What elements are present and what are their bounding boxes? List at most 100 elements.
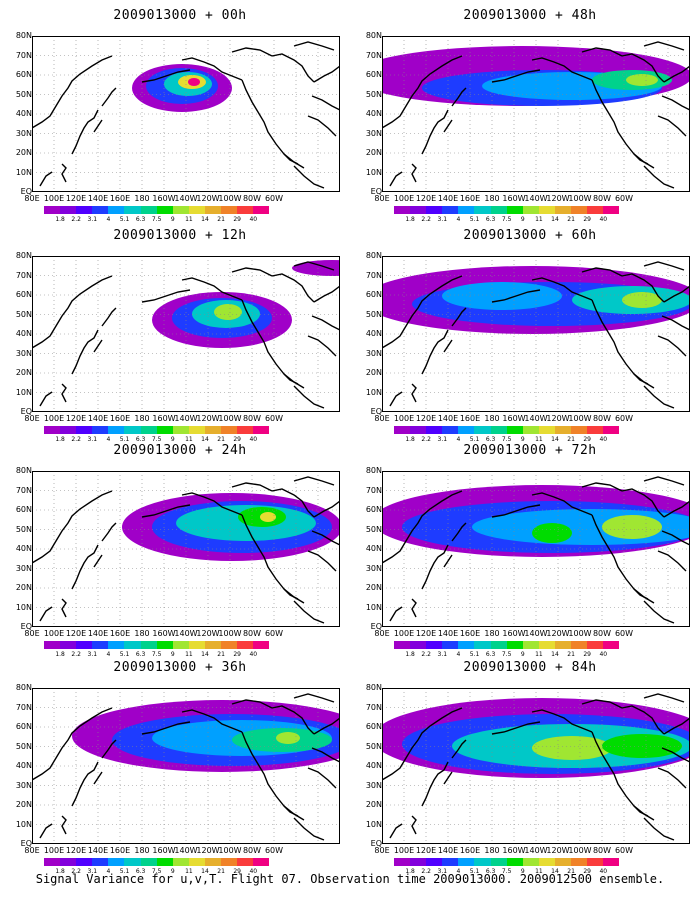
- colorbar-swatch: [522, 426, 539, 434]
- longitude-label: 100E: [393, 846, 415, 855]
- map-frame: [382, 688, 690, 844]
- colorbar-swatch: [60, 641, 77, 649]
- map-frame: [382, 36, 690, 192]
- coastline: [663, 65, 690, 83]
- coastline: [389, 606, 403, 622]
- colorbar-swatch: [522, 206, 539, 214]
- colorbar-tick-label: 1.8: [55, 868, 65, 875]
- coastline: [181, 57, 243, 81]
- latitude-label: 50N: [15, 309, 32, 319]
- latitude-label: 80N: [15, 683, 32, 692]
- latitude-label: 70N: [365, 270, 382, 280]
- longitude-label: 80E: [24, 194, 40, 203]
- colorbar-tick-label: 29: [583, 651, 592, 658]
- colorbar-labels: 1.8 2.2 3.1 4 5.1 6.3 7.5 9 11 14 21 29 40: [394, 868, 656, 876]
- colorbar-swatch: [188, 206, 205, 214]
- latitude-label: 60N: [15, 290, 32, 299]
- colorbar-swatch: [221, 858, 238, 866]
- latitude-label: 40N: [15, 544, 32, 553]
- latitude-label: EQ: [20, 407, 32, 416]
- latitude-label: 60N: [15, 70, 32, 79]
- panel-title: 2009013000 + 24h: [113, 443, 247, 458]
- colorbar-swatch: [522, 641, 539, 649]
- coastline: [71, 109, 99, 155]
- colorbar-tick-label: 4: [106, 868, 111, 875]
- latitude-label: EQ: [370, 407, 382, 416]
- coastline: [241, 731, 305, 821]
- coastline: [293, 261, 335, 271]
- coastline: [39, 606, 53, 622]
- colorbar-tick-label: 14: [551, 216, 559, 223]
- colorbar-tick-label: 14: [551, 651, 559, 658]
- longitude-label: 160W: [502, 414, 526, 423]
- colorbar-tick-label: 3.1: [87, 436, 98, 443]
- colorbar-swatch: [603, 858, 620, 866]
- coastline: [311, 747, 340, 763]
- coastline: [283, 805, 299, 817]
- longitude-label: 160E: [109, 414, 131, 423]
- colorbar-labels: 1.8 2.2 3.1 4 5.1 6.3 7.5 9 11 14 21 29 40: [394, 651, 656, 659]
- longitude-label: 140W: [174, 629, 198, 638]
- longitude-label: 80E: [374, 846, 390, 855]
- variance-shading: [442, 282, 562, 310]
- longitude-label: 100W: [568, 846, 592, 855]
- coastline: [643, 817, 675, 841]
- colorbar-tick-label: 2.2: [71, 436, 81, 443]
- colorbar-swatch: [490, 858, 507, 866]
- colorbar-tick-label: 4: [106, 216, 111, 223]
- colorbar-swatch: [172, 206, 189, 214]
- colorbar-swatch: [237, 426, 254, 434]
- latitude-label: 30N: [365, 128, 382, 138]
- latitude-label: 20N: [365, 148, 382, 157]
- colorbar-tick-label: 21: [217, 436, 225, 443]
- colorbar-tick-label: 2.2: [71, 216, 81, 223]
- coastline: [451, 87, 467, 107]
- colorbar-tick-label: 6.3: [485, 651, 496, 658]
- coastline: [411, 598, 417, 618]
- longitude-label: 80W: [592, 414, 612, 423]
- colorbar-tick-label: 7.5: [501, 216, 512, 223]
- colorbar-labels: 1.8 2.2 3.1 4 5.1 6.3 7.5 9 11 14 21 29 40: [44, 216, 306, 224]
- colorbar-tick-label: 6.3: [485, 868, 496, 875]
- longitude-label: 180: [134, 194, 150, 203]
- longitude-label: 100E: [43, 194, 65, 203]
- latitude-label: 10N: [365, 819, 382, 829]
- coastline: [313, 717, 340, 735]
- colorbar-tick-label: 14: [201, 216, 209, 223]
- panel-title: 2009013000 + 36h: [113, 660, 247, 675]
- longitude-label: 180: [134, 846, 150, 855]
- coastline: [311, 530, 340, 546]
- latitude-label: 20N: [365, 368, 382, 377]
- coastline: [643, 385, 675, 409]
- coastline: [293, 693, 335, 703]
- colorbar-tick-label: 6.3: [485, 436, 496, 443]
- coastline: [581, 267, 623, 277]
- colorbar-swatch: [394, 641, 411, 649]
- coastline: [491, 69, 541, 83]
- latitude-label: 80N: [365, 683, 382, 692]
- latitude-label: 20N: [15, 368, 32, 377]
- panel-title: 2009013000 + 12h: [113, 228, 247, 243]
- colorbar-swatch: [587, 206, 604, 214]
- colorbar-tick-label: 9: [520, 436, 525, 443]
- colorbar-tick-label: 9: [520, 651, 525, 658]
- colorbar: [44, 426, 270, 434]
- longitude-label: 60W: [614, 629, 634, 638]
- colorbar-tick-label: 5.1: [469, 868, 480, 875]
- longitude-label: 100W: [218, 629, 242, 638]
- colorbar-tick-label: 1.8: [55, 651, 65, 658]
- colorbar-tick-label: 6.3: [485, 216, 496, 223]
- coastline: [591, 731, 655, 821]
- longitude-label: 160E: [109, 629, 131, 638]
- colorbar-swatch: [410, 858, 427, 866]
- latitude-label: 50N: [365, 89, 382, 99]
- colorbar-swatch: [490, 641, 507, 649]
- longitude-label: 120E: [415, 629, 437, 638]
- latitude-label: 20N: [15, 800, 32, 809]
- colorbar-swatch: [394, 206, 411, 214]
- colorbar-swatch: [124, 641, 141, 649]
- colorbar-tick-label: 5.1: [469, 216, 480, 223]
- coastline: [231, 482, 273, 492]
- coastline: [283, 153, 299, 165]
- colorbar-swatch: [410, 426, 427, 434]
